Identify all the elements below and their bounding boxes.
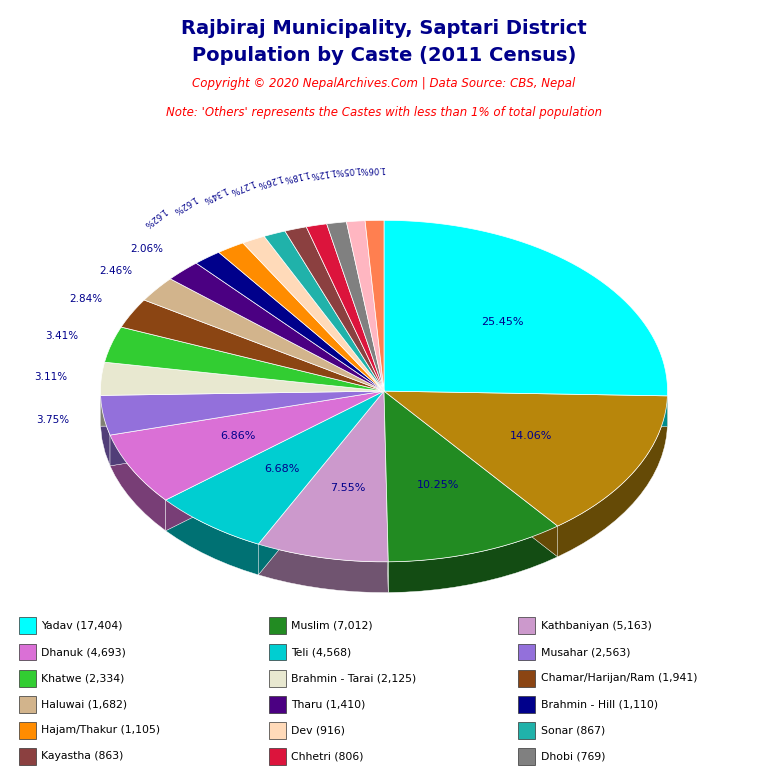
Polygon shape [558,396,667,557]
Text: Note: 'Others' represents the Castes with less than 1% of total population: Note: 'Others' represents the Castes wit… [166,106,602,119]
Text: Dev (916): Dev (916) [291,725,345,736]
Polygon shape [384,220,667,396]
Polygon shape [110,391,384,466]
Polygon shape [101,391,384,435]
Text: Chhetri (806): Chhetri (806) [291,751,363,762]
Text: 2.46%: 2.46% [99,266,132,276]
Polygon shape [110,435,166,531]
Text: 7.55%: 7.55% [330,483,366,493]
Text: Brahmin - Tarai (2,125): Brahmin - Tarai (2,125) [291,673,416,684]
Text: Brahmin - Hill (1,110): Brahmin - Hill (1,110) [541,699,658,710]
Polygon shape [196,253,384,391]
Text: 3.11%: 3.11% [34,372,67,382]
Polygon shape [346,220,384,391]
Polygon shape [384,391,667,426]
Text: Musahar (2,563): Musahar (2,563) [541,647,631,657]
Polygon shape [166,500,258,575]
Text: Sonar (867): Sonar (867) [541,725,605,736]
Polygon shape [243,237,384,391]
Polygon shape [166,391,384,531]
Polygon shape [384,391,667,526]
Polygon shape [101,391,384,426]
Text: 1.12%: 1.12% [309,166,336,179]
Text: 3.41%: 3.41% [45,331,78,341]
Text: Hajam/Thakur (1,105): Hajam/Thakur (1,105) [41,725,161,736]
Text: Population by Caste (2011 Census): Population by Caste (2011 Census) [192,46,576,65]
Text: Chamar/Harijan/Ram (1,941): Chamar/Harijan/Ram (1,941) [541,673,697,684]
Polygon shape [258,545,389,593]
Polygon shape [384,391,558,557]
Text: 1.27%: 1.27% [227,177,256,196]
Polygon shape [365,220,384,391]
Text: Tharu (1,410): Tharu (1,410) [291,699,366,710]
Text: 10.25%: 10.25% [417,479,459,489]
Polygon shape [110,391,384,466]
Polygon shape [101,396,110,466]
Text: 1.26%: 1.26% [255,172,283,189]
Text: 3.75%: 3.75% [36,415,69,425]
Text: 1.62%: 1.62% [141,206,167,230]
Text: Kathbaniyan (5,163): Kathbaniyan (5,163) [541,621,651,631]
Polygon shape [166,391,384,531]
Polygon shape [144,279,384,391]
Polygon shape [110,391,384,500]
Text: 1.34%: 1.34% [200,184,228,204]
Polygon shape [170,263,384,391]
Text: 2.84%: 2.84% [70,294,103,304]
Polygon shape [258,391,389,562]
Polygon shape [166,391,384,545]
Polygon shape [101,391,384,426]
Text: 2.06%: 2.06% [130,244,163,254]
Text: 6.86%: 6.86% [220,432,256,442]
Polygon shape [384,391,389,593]
Text: Yadav (17,404): Yadav (17,404) [41,621,123,631]
Polygon shape [104,327,384,391]
Text: 14.06%: 14.06% [509,431,552,441]
Text: 6.68%: 6.68% [264,464,300,474]
Text: 1.06%: 1.06% [359,164,385,174]
Text: 1.05%: 1.05% [333,164,361,176]
Text: Muslim (7,012): Muslim (7,012) [291,621,372,631]
Polygon shape [219,243,384,391]
Polygon shape [264,231,384,391]
Text: Rajbiraj Municipality, Saptari District: Rajbiraj Municipality, Saptari District [181,19,587,38]
Polygon shape [306,223,384,391]
Polygon shape [101,362,384,396]
Text: Dhanuk (4,693): Dhanuk (4,693) [41,647,127,657]
Text: Copyright © 2020 NepalArchives.Com | Data Source: CBS, Nepal: Copyright © 2020 NepalArchives.Com | Dat… [192,77,576,90]
Polygon shape [384,391,558,562]
Polygon shape [258,391,384,575]
Polygon shape [121,300,384,391]
Polygon shape [326,222,384,391]
Polygon shape [258,391,384,575]
Text: Teli (4,568): Teli (4,568) [291,647,351,657]
Text: Kayastha (863): Kayastha (863) [41,751,124,762]
Text: Dhobi (769): Dhobi (769) [541,751,605,762]
Polygon shape [285,227,384,391]
Text: 1.18%: 1.18% [282,168,310,183]
Text: 1.62%: 1.62% [171,194,198,215]
Text: Khatwe (2,334): Khatwe (2,334) [41,673,125,684]
Polygon shape [384,391,558,557]
Text: Haluwai (1,682): Haluwai (1,682) [41,699,127,710]
Polygon shape [384,391,667,426]
Text: 25.45%: 25.45% [481,317,523,327]
Polygon shape [384,391,389,593]
Polygon shape [389,526,558,593]
